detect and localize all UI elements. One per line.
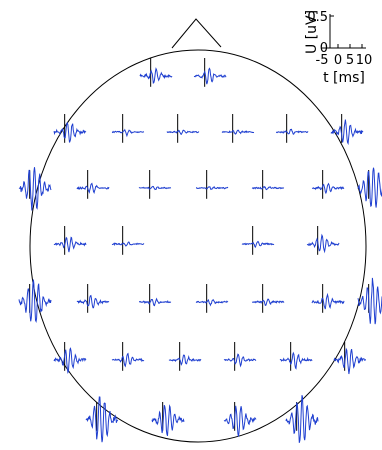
erp-trace	[168, 354, 202, 366]
channel-plot	[76, 284, 110, 313]
scale-bar: 0.5 0 -5 0 5 10 t [ms] U [uV]	[304, 10, 372, 86]
scale-y-tick-label: 0	[320, 41, 328, 56]
erp-trace	[151, 404, 185, 437]
erp-trace	[139, 297, 172, 307]
erp-trace	[276, 128, 309, 135]
channel-plot	[276, 114, 309, 143]
scale-x-tick-label: 10	[356, 53, 373, 68]
erp-trace	[196, 185, 229, 191]
erp-trace	[311, 182, 345, 195]
erp-trace	[357, 277, 382, 325]
erp-trace	[223, 405, 257, 437]
channel-plot	[53, 342, 87, 374]
scale-y-label: U [uV]	[304, 10, 320, 54]
erp-trace	[53, 347, 87, 374]
channel-plot	[53, 114, 87, 143]
channel-plot	[357, 277, 382, 325]
channel-plot	[138, 170, 172, 199]
channel-plot	[139, 284, 172, 313]
scale-y-tick-label: 0.5	[307, 10, 328, 25]
scale-x-tick-label: 5	[346, 53, 354, 68]
channel-plot	[221, 114, 255, 143]
erp-trace	[166, 129, 200, 135]
channel-plot	[241, 226, 275, 255]
channel-plot	[251, 170, 285, 199]
channel-plot	[196, 170, 229, 199]
erp-trace	[251, 298, 285, 307]
erp-trace	[357, 167, 382, 208]
scale-x-tick-label: 0	[334, 53, 342, 68]
nose-triangle	[171, 18, 222, 49]
erp-trace	[139, 67, 173, 84]
erp-trace	[111, 241, 145, 247]
channel-grid	[18, 58, 382, 443]
channel-plot	[166, 114, 200, 143]
channel-plot	[18, 279, 52, 324]
channel-plot	[139, 58, 173, 87]
channel-plot	[111, 342, 145, 371]
scale-x-tick-label: -5	[316, 53, 329, 68]
head-circle	[29, 49, 367, 443]
erp-trace	[279, 351, 313, 370]
erp-trace	[195, 298, 229, 307]
channel-plot	[279, 342, 313, 371]
channel-plot	[53, 226, 87, 255]
channel-plot	[85, 396, 119, 443]
channel-plot	[285, 395, 319, 443]
erp-trace	[333, 347, 366, 375]
erp-trace	[221, 129, 255, 135]
channel-plot	[223, 342, 257, 371]
erp-trace	[53, 236, 87, 253]
channel-plot	[251, 284, 285, 313]
erp-trace	[85, 396, 119, 443]
channel-plot	[330, 114, 364, 146]
channel-plot	[168, 342, 202, 371]
channel-plot	[223, 402, 257, 437]
erp-trace	[18, 167, 52, 211]
channel-plot	[333, 342, 366, 375]
channel-plot	[76, 170, 110, 199]
channel-plot	[193, 58, 227, 87]
erp-trace	[311, 292, 345, 310]
channel-plot	[311, 170, 345, 199]
erp-trace	[76, 182, 110, 194]
erp-trace	[241, 240, 275, 249]
erp-trace	[138, 185, 172, 191]
channel-plot	[311, 284, 345, 313]
channel-plot	[111, 114, 145, 143]
scale-x-label: t [ms]	[323, 70, 365, 86]
channel-plot	[151, 402, 185, 437]
erp-trace	[285, 395, 319, 443]
channel-plot	[357, 167, 382, 208]
erp-trace	[111, 128, 145, 138]
erp-trace	[223, 353, 257, 368]
channel-plot	[111, 226, 145, 255]
erp-trace	[251, 185, 285, 191]
erp-trace	[330, 119, 364, 146]
head-outline	[29, 18, 367, 443]
erp-trace	[76, 294, 110, 309]
channel-plot	[195, 284, 229, 313]
erp-trace	[306, 233, 340, 254]
erp-trace	[111, 352, 145, 368]
channel-plot	[18, 167, 52, 211]
erp-trace	[193, 67, 227, 85]
erp-trace	[53, 121, 87, 143]
erp-trace	[18, 279, 52, 324]
channel-plot	[306, 226, 340, 255]
